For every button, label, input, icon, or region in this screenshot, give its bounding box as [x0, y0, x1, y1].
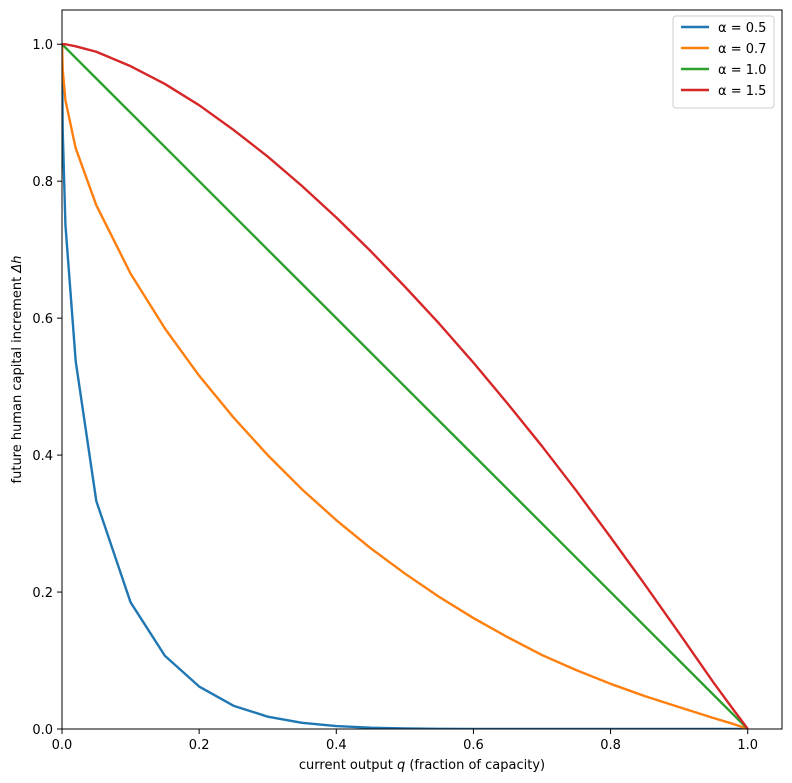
series-layer [62, 43, 749, 729]
y-tick-label: 1.0 [32, 38, 53, 53]
legend-label-1: α = 0.7 [718, 42, 766, 57]
legend-label-2: α = 1.0 [718, 63, 766, 78]
x-axis-label: current output q (fraction of capacity) [299, 758, 545, 773]
legend-label-0: α = 0.5 [718, 21, 766, 36]
x-tick-label: 0.4 [326, 738, 347, 753]
legend-label-3: α = 1.5 [718, 84, 766, 99]
y-tick-label: 0.8 [32, 175, 53, 190]
y-tick-label: 0.6 [32, 312, 53, 327]
x-tick-label: 0.2 [189, 738, 210, 753]
x-tick-label: 0.6 [463, 738, 484, 753]
series-line-1 [62, 44, 749, 729]
series-line-0 [62, 44, 748, 729]
series-line-3 [62, 43, 749, 729]
y-tick-label: 0.0 [32, 723, 53, 738]
axes-frame [61, 9, 783, 730]
x-tick-label: 0.8 [600, 738, 621, 753]
series-line-2 [62, 43, 749, 729]
x-tick-label: 0.0 [52, 738, 73, 753]
axes-layer: 0.0 0.2 0.4 0.6 0.8 1.0 0.0 0.2 0.4 0.6 0.8 1.0 curr… [10, 9, 783, 773]
y-axis-label: future human capital increment Δh [10, 256, 25, 484]
y-tick-label: 0.4 [32, 449, 53, 464]
y-tick-label: 0.2 [32, 586, 53, 601]
x-tick-label: 1.0 [737, 738, 758, 753]
legend-box [672, 15, 775, 109]
legend: α = 0.5 α = 0.7 α = 1.0 α = 1.5 [672, 15, 775, 109]
